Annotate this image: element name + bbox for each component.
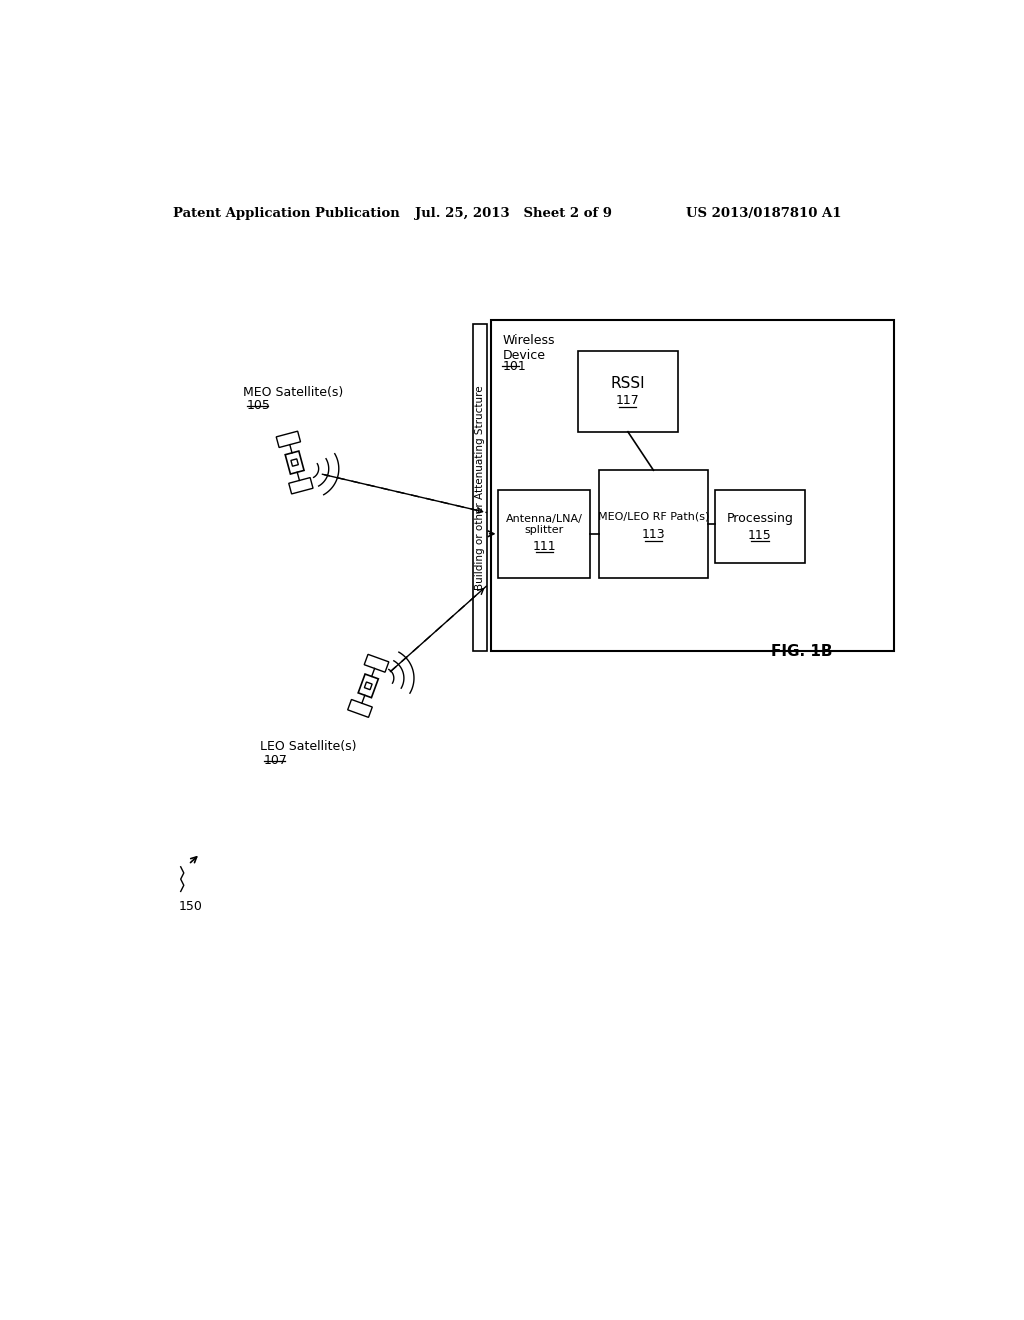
- Text: Processing: Processing: [727, 512, 794, 525]
- Text: FIG. 1B: FIG. 1B: [771, 644, 833, 659]
- Text: Jul. 25, 2013   Sheet 2 of 9: Jul. 25, 2013 Sheet 2 of 9: [415, 207, 611, 220]
- Text: MEO Satellite(s): MEO Satellite(s): [243, 385, 343, 399]
- Text: 117: 117: [616, 395, 640, 407]
- Bar: [473, 323, 486, 651]
- Bar: [578, 351, 678, 432]
- Text: 107: 107: [263, 754, 288, 767]
- Text: Wireless
Device: Wireless Device: [503, 334, 555, 362]
- Text: US 2013/0187810 A1: US 2013/0187810 A1: [686, 207, 842, 220]
- Polygon shape: [365, 655, 389, 672]
- Bar: [599, 470, 708, 578]
- Text: MEO/LEO RF Path(s): MEO/LEO RF Path(s): [598, 511, 710, 521]
- Text: Antenna/LNA/
splitter: Antenna/LNA/ splitter: [506, 513, 583, 536]
- Bar: [490, 321, 894, 651]
- Bar: [716, 490, 805, 562]
- Polygon shape: [365, 682, 372, 689]
- Text: 113: 113: [642, 528, 666, 541]
- Polygon shape: [348, 700, 373, 717]
- Polygon shape: [358, 675, 378, 698]
- Polygon shape: [276, 432, 300, 447]
- Polygon shape: [286, 451, 304, 474]
- Text: 105: 105: [247, 400, 270, 412]
- Text: LEO Satellite(s): LEO Satellite(s): [260, 739, 356, 752]
- Text: Patent Application Publication: Patent Application Publication: [173, 207, 399, 220]
- Text: 111: 111: [532, 540, 556, 553]
- Polygon shape: [291, 459, 298, 466]
- Text: 150: 150: [178, 900, 203, 913]
- Text: RSSI: RSSI: [610, 376, 645, 391]
- Text: Building or other Attenuating Structure: Building or other Attenuating Structure: [475, 385, 484, 590]
- Text: 115: 115: [749, 529, 772, 541]
- Bar: [499, 490, 590, 578]
- Text: 101: 101: [503, 360, 526, 374]
- Polygon shape: [289, 478, 313, 494]
